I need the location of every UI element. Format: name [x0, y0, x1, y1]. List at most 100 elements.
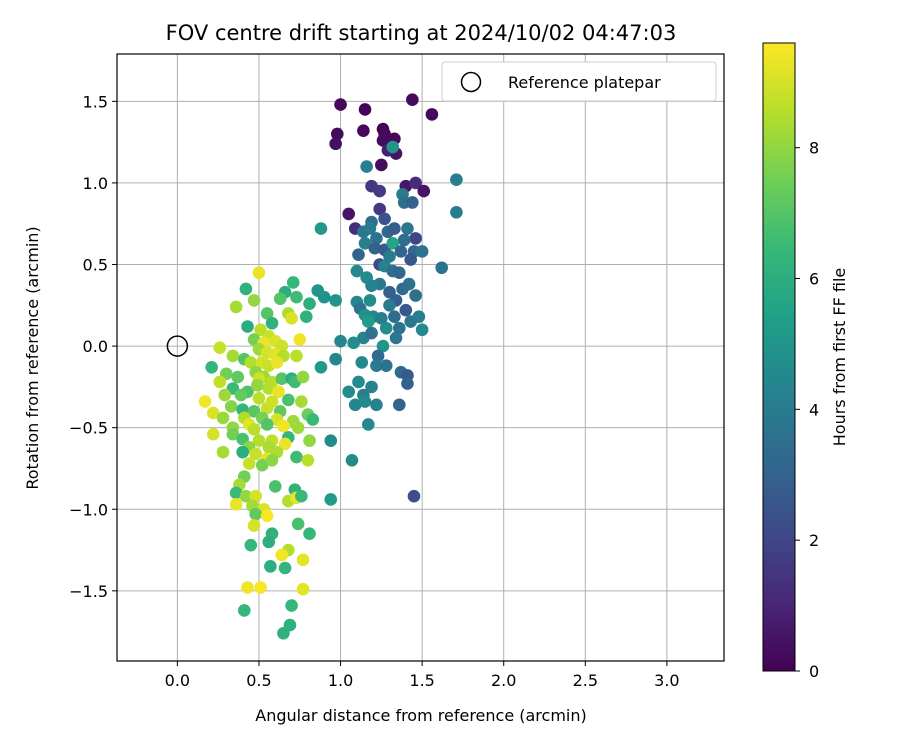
data-point-219 — [295, 489, 308, 503]
data-point-96 — [314, 360, 328, 374]
data-point-137 — [213, 341, 227, 355]
data-point-123 — [265, 316, 279, 330]
data-point-166 — [295, 395, 308, 408]
data-point-65 — [363, 294, 377, 307]
data-point-89 — [329, 352, 342, 366]
data-point-224 — [303, 527, 316, 541]
data-point-105 — [361, 418, 375, 431]
data-point-108 — [407, 489, 421, 503]
x-axis-ticks: 0.0 0.5 1.0 1.5 2.0 2.5 3.0 — [165, 661, 680, 690]
data-point-202 — [242, 457, 256, 470]
colorbar-ticks: 0 2 4 6 8 — [795, 139, 819, 681]
data-point-92 — [379, 359, 393, 372]
y-axis-label: Rotation from reference (arcmin) — [23, 226, 42, 489]
data-point-214 — [229, 498, 243, 511]
data-point-211 — [249, 489, 262, 503]
data-point-43 — [394, 245, 408, 258]
data-point-109 — [324, 493, 338, 506]
data-point-154 — [296, 370, 310, 384]
data-points — [198, 93, 463, 640]
data-point-104 — [392, 398, 406, 412]
data-point-146 — [231, 370, 245, 384]
data-point-49 — [352, 248, 365, 262]
data-point-162 — [234, 388, 248, 402]
data-point-3 — [425, 108, 439, 121]
data-point-13 — [375, 158, 388, 172]
data-point-14 — [386, 140, 400, 154]
data-point-113 — [239, 282, 253, 296]
data-point-91 — [370, 359, 383, 372]
y-tick-label-4: 0.5 — [83, 255, 108, 274]
data-point-17 — [409, 176, 422, 190]
data-point-23 — [406, 196, 419, 209]
data-point-158 — [251, 378, 264, 392]
data-point-131 — [293, 333, 307, 346]
x-tick-label-6: 3.0 — [654, 671, 679, 690]
data-point-116 — [273, 292, 287, 306]
data-point-206 — [301, 453, 315, 467]
data-point-236 — [285, 599, 298, 612]
data-point-174 — [216, 411, 230, 425]
colorbar-tick-label-3: 6 — [809, 270, 819, 289]
data-point-4 — [330, 127, 344, 141]
data-point-203 — [255, 458, 269, 472]
x-tick-label-2: 1.0 — [328, 671, 353, 690]
data-point-222 — [247, 519, 261, 532]
data-point-55 — [350, 264, 364, 278]
data-point-103 — [370, 398, 383, 412]
data-point-76 — [379, 321, 393, 335]
data-point-171 — [260, 401, 274, 415]
x-tick-label-5: 2.5 — [573, 671, 598, 690]
y-tick-label-6: 1.5 — [83, 92, 108, 111]
data-point-20 — [373, 184, 387, 198]
data-point-88 — [371, 349, 385, 363]
data-point-63 — [409, 289, 422, 302]
data-point-58 — [365, 279, 378, 293]
data-point-237 — [237, 604, 251, 617]
legend-reference-marker — [460, 71, 482, 93]
data-point-85 — [365, 326, 378, 340]
data-point-95 — [401, 377, 414, 390]
data-point-188 — [226, 427, 240, 441]
data-point-25 — [450, 205, 463, 219]
data-point-140 — [244, 356, 258, 369]
legend: Reference platepar — [441, 61, 717, 102]
data-point-115 — [286, 276, 300, 289]
data-point-220 — [249, 507, 262, 521]
reference-marker — [166, 335, 189, 357]
data-point-97 — [352, 375, 365, 389]
grid-lines — [117, 54, 724, 661]
data-point-101 — [348, 398, 362, 412]
data-point-36 — [401, 222, 414, 235]
data-point-67 — [399, 303, 413, 317]
data-point-24 — [450, 173, 463, 186]
data-point-230 — [296, 553, 310, 567]
data-point-71 — [375, 312, 388, 325]
data-point-79 — [329, 294, 342, 307]
data-point-5 — [329, 137, 342, 151]
data-point-120 — [303, 297, 316, 310]
data-point-239 — [277, 626, 290, 640]
data-point-221 — [260, 509, 274, 523]
data-point-143 — [270, 356, 284, 369]
data-point-83 — [347, 336, 360, 350]
data-point-26 — [342, 207, 356, 221]
data-point-61 — [396, 282, 409, 296]
y-tick-label-2: −0.5 — [69, 419, 108, 438]
data-point-40 — [368, 241, 382, 255]
data-point-18 — [417, 184, 431, 198]
data-point-102 — [358, 395, 372, 408]
data-point-27 — [373, 202, 387, 216]
data-point-37 — [409, 232, 422, 245]
colorbar-label: Hours from first FF file — [830, 268, 849, 447]
data-point-231 — [264, 560, 277, 573]
data-point-39 — [358, 236, 372, 250]
legend-entry-reference: Reference platepar — [508, 73, 661, 92]
data-point-111 — [247, 294, 261, 307]
data-point-86 — [376, 339, 390, 353]
data-point-212 — [268, 480, 282, 493]
data-point-197 — [216, 445, 230, 459]
data-point-232 — [278, 561, 292, 575]
data-point-98 — [365, 380, 378, 394]
data-point-121 — [260, 307, 274, 320]
